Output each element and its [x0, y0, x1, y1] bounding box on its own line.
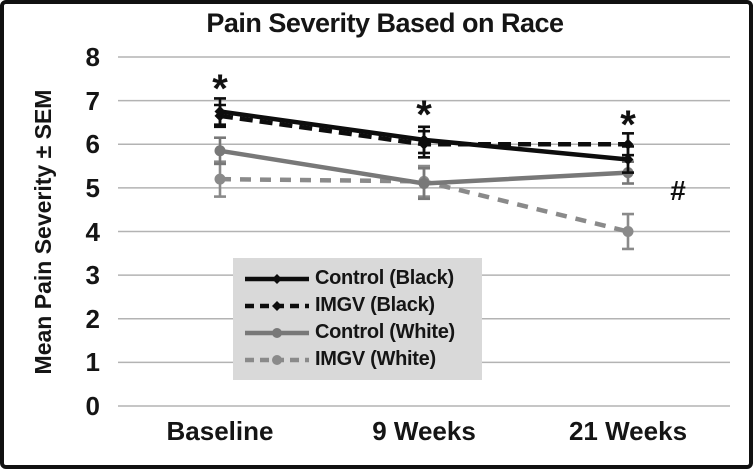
data-point-marker — [622, 154, 634, 166]
significance-marker: # — [670, 175, 686, 206]
y-tick-label: 0 — [85, 391, 100, 421]
y-tick-label: 8 — [85, 42, 100, 72]
legend-marker — [272, 354, 282, 365]
legend: Control (Black) IMGV (Black) Control (Whit… — [233, 258, 482, 380]
legend-swatch — [245, 327, 309, 338]
significance-marker: * — [416, 93, 432, 137]
legend-swatch — [245, 354, 309, 365]
legend-swatch — [245, 273, 309, 284]
significance-marker: * — [620, 103, 636, 147]
y-tick-label: 5 — [85, 172, 100, 203]
legend-marker — [272, 300, 282, 311]
y-tick-label: 1 — [85, 347, 100, 378]
y-tick-label: 6 — [85, 129, 100, 160]
y-tick-label: 7 — [85, 85, 100, 116]
data-point-marker — [214, 145, 226, 157]
y-tick-label: 2 — [85, 303, 100, 334]
x-tick-label: 21 Weeks — [568, 416, 688, 446]
legend-label: Control (White) — [315, 321, 455, 343]
y-tick-label: 4 — [85, 216, 100, 247]
x-tick-label: Baseline — [166, 416, 274, 446]
y-tick-label: 3 — [85, 260, 100, 291]
legend-label: Control (Black) — [315, 267, 454, 289]
x-tick-label: 9 Weeks — [372, 416, 476, 446]
data-point-marker — [418, 134, 430, 146]
legend-item: IMGV (Black) — [243, 292, 482, 319]
data-point-marker — [622, 226, 634, 237]
significance-marker: * — [212, 67, 228, 111]
chart-title: Pain Severity Based on Race — [206, 8, 564, 38]
data-point-marker — [214, 173, 226, 185]
legend-label: IMGV (Black) — [315, 294, 435, 316]
legend-item: Control (Black) — [243, 265, 482, 292]
legend-item: Control (White) — [243, 319, 482, 346]
data-point-marker — [214, 106, 226, 118]
legend-label: IMGV (White) — [315, 348, 436, 370]
data-point-marker — [418, 178, 430, 190]
legend-marker — [272, 273, 282, 284]
legend-item: IMGV (White) — [243, 346, 482, 373]
legend-swatch — [245, 300, 309, 311]
legend-marker — [272, 327, 282, 338]
